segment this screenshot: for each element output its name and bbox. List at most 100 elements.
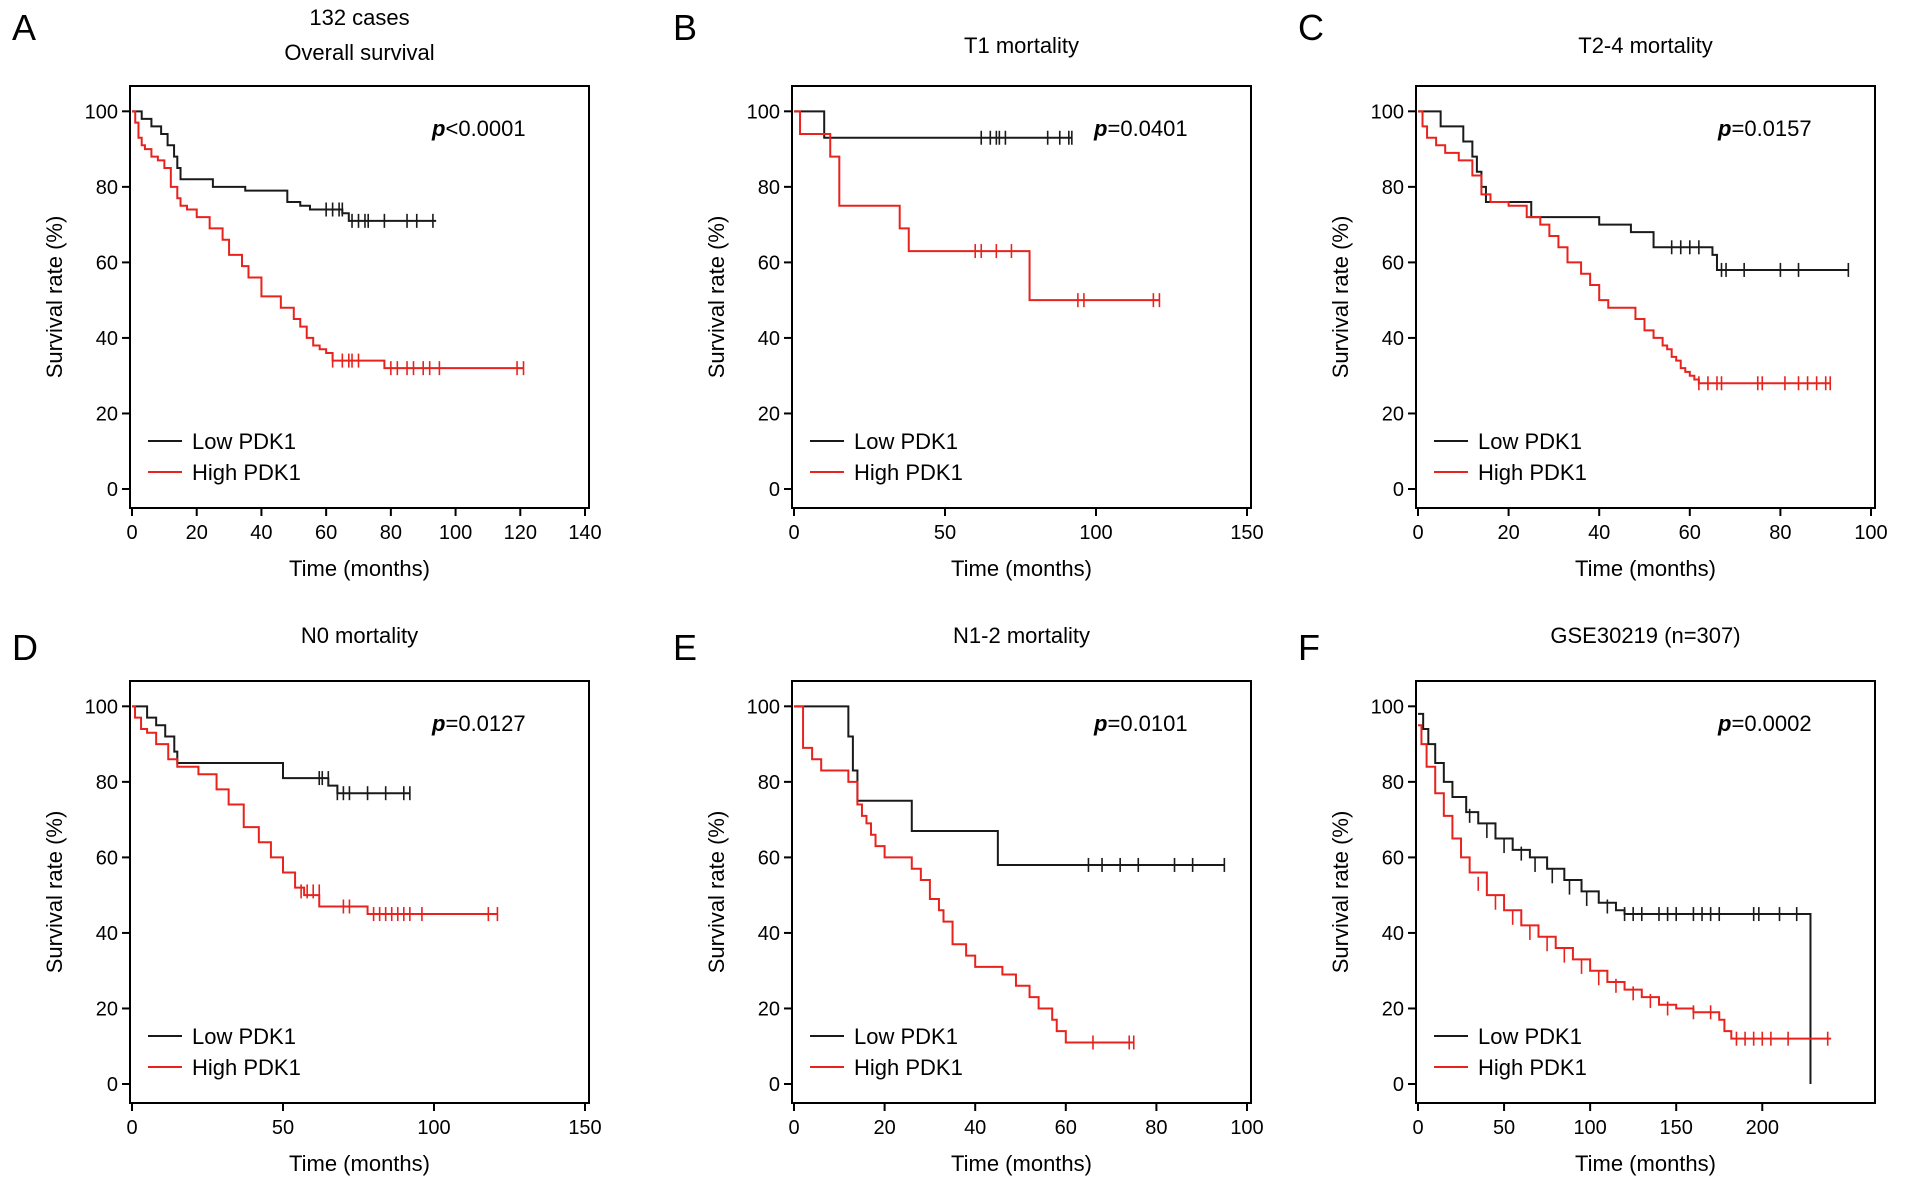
y-tick-label: 20 [758,403,780,425]
y-tick-label: 0 [1393,1074,1404,1096]
x-axis-label: Time (months) [1575,556,1716,581]
y-tick-label: 0 [107,479,118,501]
panel-e: E N1-2 mortality 0 20 40 60 80 100 0 20 40 60 80 100 T… [673,623,1264,1176]
x-tick-label: 20 [186,522,208,544]
x-tick-label: 100 [417,1117,450,1139]
y-tick-label: 40 [758,328,780,350]
panel-c: C T2-4 mortality 0 20 40 60 80 100 0 20 40 60 80 100 T… [1298,7,1888,581]
y-tick-label: 100 [1371,696,1404,718]
x-tick-label: 80 [380,522,402,544]
x-tick-label: 80 [1769,522,1791,544]
y-tick-label: 20 [758,998,780,1020]
x-tick-label: 0 [788,1117,799,1139]
x-tick-label: 150 [1230,522,1263,544]
survival-curve-high [132,705,498,916]
legend-label: High PDK1 [1478,1055,1587,1080]
x-axis-label: Time (months) [289,556,430,581]
legend-label: High PDK1 [1478,460,1587,485]
x-tick-label: 0 [126,1117,137,1139]
y-tick-label: 80 [758,772,780,794]
panel-letter: E [673,627,697,668]
survival-curve-high [132,110,524,370]
x-axis-label: Time (months) [951,1151,1092,1176]
panel-b: B T1 mortality 0 20 40 60 80 100 0 50 100 150 Time (… [673,7,1264,581]
y-tick-label: 100 [1371,101,1404,123]
p-symbol: p [1093,711,1107,736]
y-axis-label: Survival rate (%) [1328,216,1353,379]
x-tick-label: 150 [568,1117,601,1139]
x-tick-label: 100 [1573,1117,1606,1139]
survival-curve-low [132,110,437,222]
survival-curve-low [132,705,410,795]
y-tick-label: 0 [1393,479,1404,501]
y-tick-label: 60 [1382,252,1404,274]
p-value: p=0.0101 [1093,711,1188,736]
y-axis-label: Survival rate (%) [42,216,67,379]
survival-curve-high [1418,724,1832,1040]
survival-curve-low [1418,712,1812,1085]
y-tick-label: 60 [758,252,780,274]
y-tick-label: 100 [85,696,118,718]
plot-frame [129,85,590,509]
y-tick-label: 80 [758,177,780,199]
y-tick-label: 80 [1382,177,1404,199]
chart-title: 132 cases [309,5,409,30]
x-tick-label: 40 [1588,522,1610,544]
p-value: p=0.0002 [1717,711,1812,736]
legend-label: High PDK1 [854,1055,963,1080]
x-tick-label: 50 [1493,1117,1515,1139]
plot-frame [1415,680,1876,1104]
y-axis-label: Survival rate (%) [1328,811,1353,974]
y-tick-label: 60 [758,847,780,869]
y-tick-label: 60 [96,252,118,274]
p-symbol: p [1717,116,1731,141]
legend-label: High PDK1 [854,460,963,485]
plot-frame [791,680,1252,1104]
y-tick-label: 100 [85,101,118,123]
p-symbol: p [1093,116,1107,141]
y-tick-label: 40 [96,328,118,350]
y-tick-label: 20 [1382,998,1404,1020]
x-tick-label: 60 [1679,522,1701,544]
legend-label: Low PDK1 [854,1024,958,1049]
x-tick-label: 50 [934,522,956,544]
x-tick-label: 40 [250,522,272,544]
x-axis-label: Time (months) [289,1151,430,1176]
x-tick-label: 0 [1412,522,1423,544]
survival-curve-high [794,110,1160,302]
x-tick-label: 100 [1079,522,1112,544]
panel-letter: B [673,7,697,48]
panel-letter: A [12,7,36,48]
x-tick-label: 20 [873,1117,895,1139]
x-tick-label: 60 [315,522,337,544]
plot-frame [1415,85,1876,509]
plot-frame [791,85,1252,509]
y-tick-label: 40 [96,923,118,945]
y-tick-label: 40 [1382,923,1404,945]
x-tick-label: 100 [1230,1117,1263,1139]
chart-title: T1 mortality [964,33,1079,58]
p-value-text: =0.0157 [1731,116,1811,141]
x-tick-label: 40 [964,1117,986,1139]
p-symbol: p [1717,711,1731,736]
y-tick-label: 100 [747,101,780,123]
legend-label: High PDK1 [192,460,301,485]
legend-label: Low PDK1 [192,429,296,454]
legend-label: Low PDK1 [1478,429,1582,454]
panel-a: A 132 cases Overall survival 0 20 40 60 80 100 0 2… [12,5,602,581]
p-value: p<0.0001 [431,116,526,141]
y-tick-label: 80 [96,772,118,794]
x-tick-label: 20 [1497,522,1519,544]
p-value: p=0.0127 [431,711,526,736]
p-symbol: p [431,116,445,141]
y-tick-label: 0 [769,479,780,501]
legend-label: High PDK1 [192,1055,301,1080]
y-tick-label: 20 [1382,403,1404,425]
panel-letter: F [1298,627,1320,668]
p-value: p=0.0401 [1093,116,1188,141]
y-tick-label: 0 [107,1074,118,1096]
panel-f: F GSE30219 (n=307) 0 20 40 60 80 100 0 50 100 150 20… [1298,623,1876,1176]
legend-label: Low PDK1 [1478,1024,1582,1049]
y-tick-label: 60 [1382,847,1404,869]
